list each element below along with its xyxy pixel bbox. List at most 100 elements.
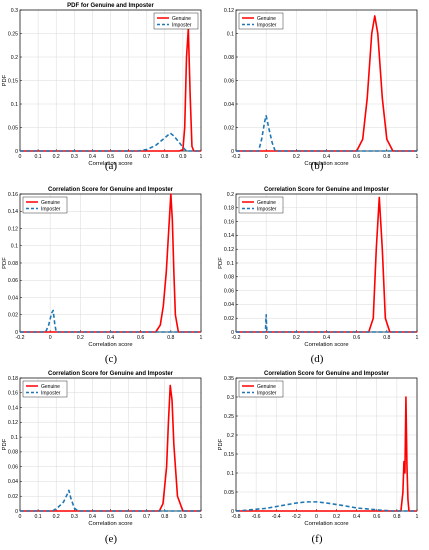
x-tick-label: 0.6 (373, 514, 380, 520)
x-tick-label: 0.4 (89, 514, 96, 520)
x-tick-label: 0.2 (293, 335, 300, 341)
x-tick-label: 0.2 (333, 514, 340, 520)
x-tick-label: 0.4 (107, 335, 114, 341)
series-line-imposter (235, 501, 417, 512)
x-tick-label: 1 (416, 514, 419, 520)
x-tick-label: 0.4 (89, 154, 96, 160)
series-line-imposter (236, 313, 417, 333)
y-tick-label: 0.2 (11, 55, 18, 61)
x-tick-label: 0.8 (393, 514, 400, 520)
y-tick-label: 0.15 (224, 452, 234, 458)
plot-area (236, 378, 417, 511)
series-line-imposter (236, 114, 417, 152)
series-line-imposter (20, 132, 201, 152)
y-tick-label: 0 (231, 149, 234, 155)
chart-title: PDF for Genuine and Imposter (67, 3, 154, 9)
x-tick-label: 0.9 (179, 514, 186, 520)
x-tick-label: 0.9 (179, 154, 186, 160)
y-axis-label: PDF (2, 74, 8, 86)
y-tick-label: 0.1 (11, 244, 18, 250)
y-tick-label: 0.1 (11, 435, 18, 441)
y-tick-label: 0.1 (11, 102, 18, 108)
y-tick-label: 0.05 (8, 125, 18, 131)
x-tick-label: 1 (200, 514, 203, 520)
y-tick-label: 0.16 (8, 391, 18, 397)
x-tick-label: 0.8 (161, 514, 168, 520)
x-tick-label: 0.3 (71, 154, 78, 160)
legend-entry-genuine: Genuine (257, 384, 276, 390)
y-tick-label: 0.2 (227, 192, 234, 198)
legend-entry-imposter: Imposter (172, 22, 192, 28)
panel-label-b: (b) (310, 160, 324, 172)
y-tick-label: 0.12 (224, 247, 234, 253)
x-tick-label: 0.1 (34, 154, 41, 160)
x-tick-label: 0.7 (143, 514, 150, 520)
legend-entry-imposter: Imposter (257, 206, 277, 212)
y-tick-label: 0.02 (8, 494, 18, 500)
y-tick-label: 0.06 (224, 78, 234, 84)
chart-panel-4: -0.2 0 0.2 0.4 0.6 0.8 100.020.040.060.080.10.… (218, 187, 419, 348)
y-tick-label: 0.18 (224, 206, 234, 212)
panel-label-a: (a) (104, 160, 118, 172)
x-tick-label: 0.8 (383, 154, 390, 160)
y-tick-label: 0.08 (8, 261, 18, 267)
panel-label-d: (d) (310, 353, 324, 365)
y-axis-label: PDF (2, 438, 8, 450)
x-tick-label: 0.6 (353, 154, 360, 160)
legend-entry-imposter: Imposter (41, 390, 61, 396)
x-tick-label: -0.6 (252, 514, 261, 520)
series-line-genuine (20, 27, 201, 152)
legend-entry-genuine: Genuine (257, 16, 276, 22)
x-axis-label: Correlation score (304, 342, 348, 348)
y-tick-label: 0.1 (227, 471, 234, 477)
y-tick-label: 0.15 (8, 78, 18, 84)
y-axis-label: PDF (218, 438, 224, 450)
y-tick-label: 0.04 (224, 102, 234, 108)
x-tick-label: 0.4 (323, 154, 330, 160)
y-tick-label: 0.18 (8, 376, 18, 382)
y-tick-label: 0 (15, 509, 18, 515)
x-tick-label: 0.4 (353, 514, 360, 520)
y-tick-label: 0 (15, 330, 18, 336)
y-tick-label: 0 (15, 149, 18, 155)
legend-entry-genuine: Genuine (41, 200, 60, 206)
y-tick-label: 0.08 (224, 275, 234, 281)
x-tick-label: 0.2 (53, 154, 60, 160)
y-tick-label: 0.02 (224, 316, 234, 322)
series-line-genuine (236, 15, 417, 152)
panel-label-c: (c) (104, 353, 118, 365)
y-tick-label: 0.06 (8, 278, 18, 284)
x-axis-label: Correlation score (88, 161, 132, 167)
y-tick-label: 0.04 (8, 295, 18, 301)
y-tick-label: 0.08 (224, 55, 234, 61)
chart-panel-3: -0.2 0 0.2 0.4 0.6 0.8 100.020.040.060.080.10.… (2, 187, 203, 348)
x-tick-label: 0.8 (167, 335, 174, 341)
y-tick-label: 0.08 (8, 450, 18, 456)
x-tick-label: 1 (416, 335, 419, 341)
x-tick-label: 0.2 (293, 154, 300, 160)
y-tick-label: 0.06 (224, 288, 234, 294)
legend-entry-genuine: Genuine (257, 200, 276, 206)
x-tick-label: -0.2 (16, 335, 25, 341)
y-tick-label: 0.14 (8, 209, 18, 215)
y-tick-label: 0.06 (8, 464, 18, 470)
y-tick-label: 0.02 (224, 125, 234, 131)
x-tick-label: 0.1 (34, 514, 41, 520)
y-tick-label: 0.14 (8, 405, 18, 411)
x-tick-label: 0.4 (323, 335, 330, 341)
y-tick-label: 0.25 (8, 31, 18, 37)
x-tick-label: 0.7 (143, 154, 150, 160)
panel-label-f: (f) (311, 533, 323, 545)
y-tick-label: 0.02 (8, 313, 18, 319)
series-line-imposter (20, 309, 201, 333)
chart-title: Correlation Score for Genuine and Impost… (264, 371, 390, 377)
y-tick-label: 0.1 (227, 31, 234, 37)
x-tick-label: 1 (416, 154, 419, 160)
y-tick-label: 0.12 (8, 420, 18, 426)
y-tick-label: 0.05 (224, 490, 234, 496)
